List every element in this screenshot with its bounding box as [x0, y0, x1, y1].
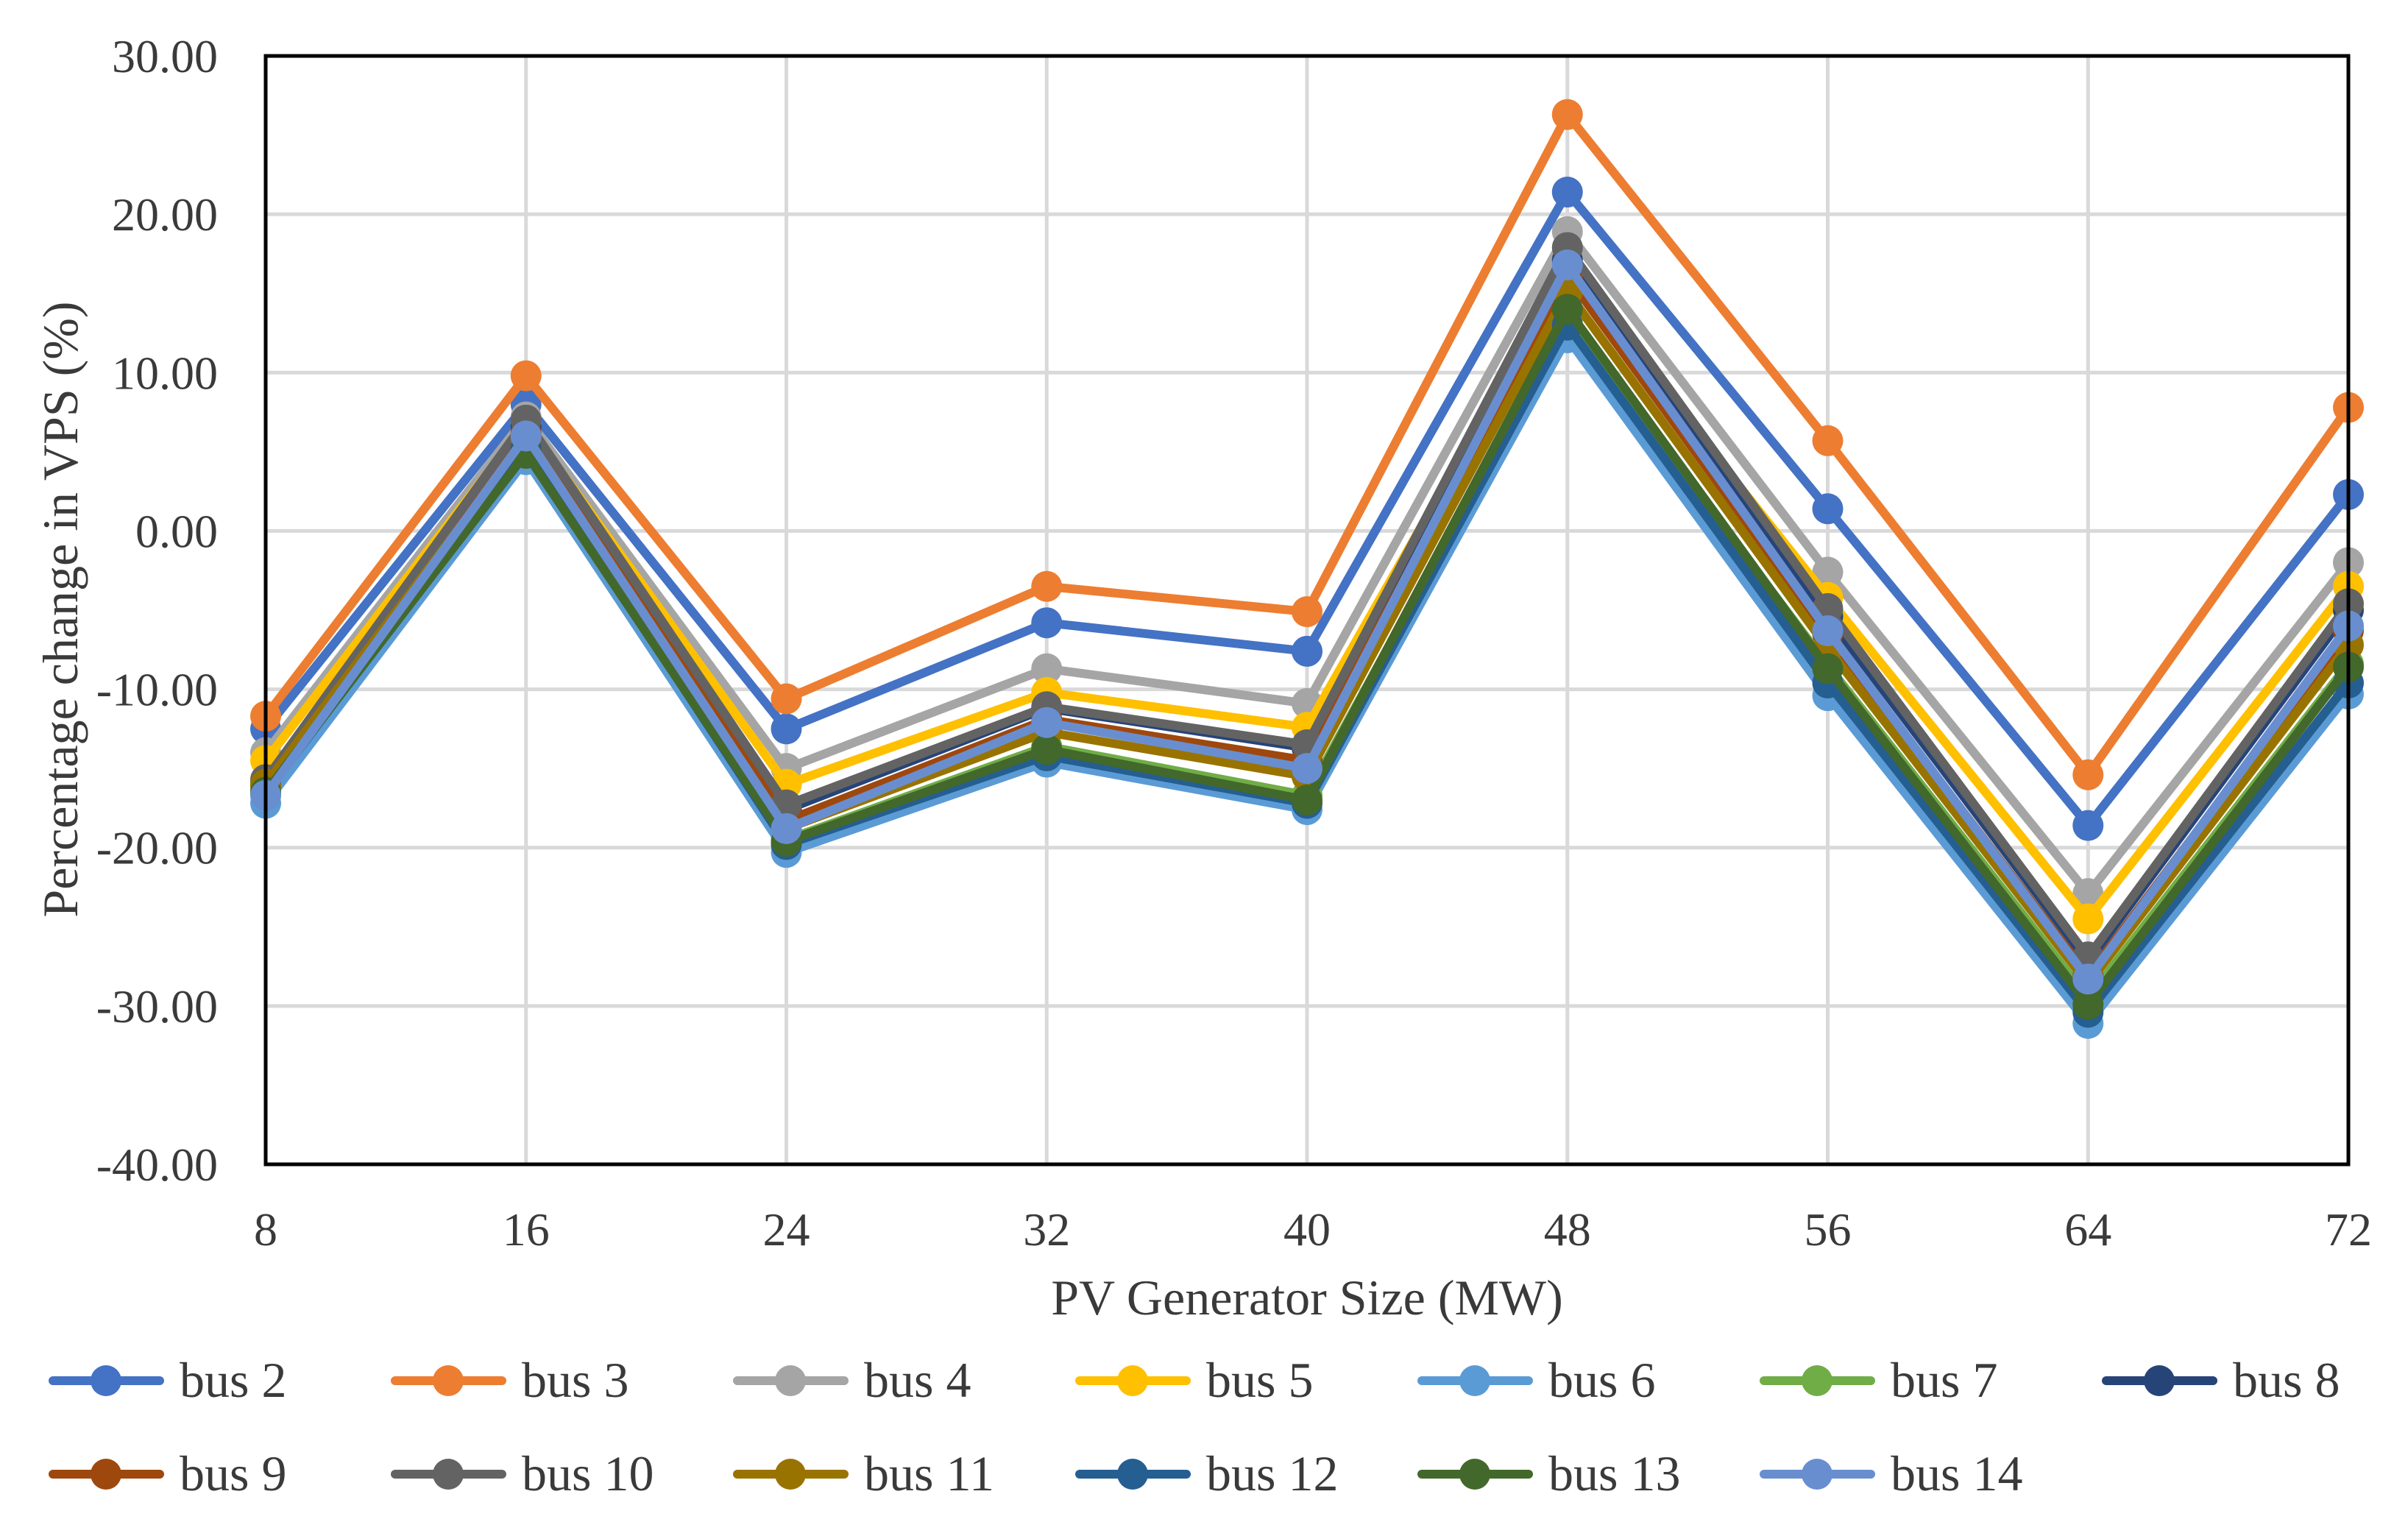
x-tick-label: 16	[503, 1203, 550, 1256]
legend-marker	[91, 1365, 121, 1396]
data-point	[1812, 615, 1844, 646]
legend-label: bus 10	[522, 1445, 654, 1501]
legend-label: bus 2	[180, 1352, 286, 1408]
legend-label: bus 13	[1548, 1445, 1680, 1501]
legend-marker	[1459, 1365, 1490, 1396]
legend-label: bus 3	[522, 1352, 628, 1408]
x-tick-label: 8	[254, 1203, 277, 1256]
data-point	[1031, 607, 1063, 639]
legend-marker	[1117, 1365, 1148, 1396]
data-point	[2072, 988, 2104, 1020]
data-point	[510, 360, 542, 392]
x-tick-label: 24	[763, 1203, 810, 1256]
y-axis-tick-labels: -40.00 -30.00 -20.00 -10.00 0.00 10.00 20.00 30…	[96, 30, 218, 1191]
legend-label: bus 11	[864, 1445, 994, 1501]
legend-label: bus 14	[1891, 1445, 2022, 1501]
legend-marker	[91, 1459, 121, 1490]
legend-label: bus 4	[864, 1352, 971, 1408]
legend-item: bus 3	[391, 1352, 628, 1408]
legend-marker	[1117, 1459, 1148, 1490]
x-tick-label: 56	[1805, 1203, 1852, 1256]
y-tick-label: 0.00	[135, 505, 218, 557]
data-point	[1292, 785, 1322, 816]
data-point	[1031, 653, 1063, 684]
data-point	[1551, 99, 1583, 130]
legend-marker	[433, 1459, 464, 1490]
plot-area-border	[263, 54, 2351, 1167]
data-point	[1292, 753, 1322, 785]
legend-label: bus 9	[180, 1445, 286, 1501]
data-point	[1812, 425, 1844, 456]
legend-label: bus 12	[1206, 1445, 1338, 1501]
x-tick-label: 64	[2064, 1203, 2111, 1256]
legend-marker	[2144, 1365, 2175, 1396]
legend-item: bus 13	[1417, 1445, 1680, 1501]
x-tick-label: 32	[1023, 1203, 1070, 1256]
data-point	[2072, 963, 2104, 995]
data-point	[1031, 734, 1063, 765]
data-point	[1292, 596, 1322, 628]
data-point	[1031, 707, 1063, 738]
y-tick-label: 10.00	[112, 347, 218, 399]
data-point	[771, 813, 802, 844]
data-point	[2072, 903, 2104, 935]
legend-item: bus 4	[733, 1352, 971, 1408]
data-point	[771, 683, 802, 715]
y-tick-label: -20.00	[96, 822, 218, 874]
legend-item: bus 14	[1760, 1445, 2022, 1501]
data-point	[1551, 249, 1583, 280]
data-point	[1551, 294, 1583, 325]
x-axis-tick-labels: 8 16 24 32 40 48 56 64 72	[254, 1203, 2372, 1256]
legend: bus 2 bus 3 bus 4 bus 5 bus 6 bus 7 bus 8 bus 9…	[49, 1352, 2340, 1501]
y-tick-label: -30.00	[96, 980, 218, 1033]
series-group	[250, 99, 2364, 1039]
data-point	[1292, 635, 1322, 667]
data-point	[1031, 570, 1063, 602]
legend-marker	[775, 1365, 806, 1396]
y-axis-title: Percentage change in VPS (%)	[32, 301, 88, 917]
legend-item: bus 2	[49, 1352, 286, 1408]
y-tick-label: 20.00	[112, 188, 218, 241]
legend-item: bus 5	[1075, 1352, 1313, 1408]
x-tick-label: 72	[2325, 1203, 2372, 1256]
legend-item: bus 11	[733, 1445, 994, 1501]
data-point	[1551, 177, 1583, 208]
legend-item: bus 6	[1417, 1352, 1655, 1408]
legend-marker	[433, 1365, 464, 1396]
legend-marker	[1802, 1459, 1832, 1490]
legend-label: bus 8	[2233, 1352, 2340, 1408]
x-axis-title: PV Generator Size (MW)	[1051, 1270, 1563, 1325]
y-tick-label: -40.00	[96, 1139, 218, 1191]
data-point	[2072, 810, 2104, 841]
y-tick-label: 30.00	[112, 30, 218, 82]
data-point	[771, 713, 802, 745]
legend-marker	[1459, 1459, 1490, 1490]
y-tick-label: -10.00	[96, 664, 218, 716]
data-point	[1812, 653, 1844, 684]
legend-label: bus 5	[1206, 1352, 1313, 1408]
x-tick-label: 40	[1283, 1203, 1331, 1256]
data-point	[510, 420, 542, 452]
legend-marker	[1802, 1365, 1832, 1396]
legend-label: bus 6	[1548, 1352, 1655, 1408]
data-point	[2072, 759, 2104, 790]
legend-item: bus 9	[49, 1445, 286, 1501]
legend-item: bus 8	[2102, 1352, 2340, 1408]
data-point	[1812, 556, 1844, 588]
legend-item: bus 12	[1075, 1445, 1338, 1501]
data-point	[1812, 493, 1844, 525]
legend-marker	[775, 1459, 806, 1490]
series-bus-10	[250, 232, 2364, 973]
legend-item: bus 10	[391, 1445, 654, 1501]
legend-item: bus 7	[1760, 1352, 1997, 1408]
legend-label: bus 7	[1891, 1352, 1997, 1408]
x-tick-label: 48	[1544, 1203, 1591, 1256]
data-point	[2072, 878, 2104, 910]
